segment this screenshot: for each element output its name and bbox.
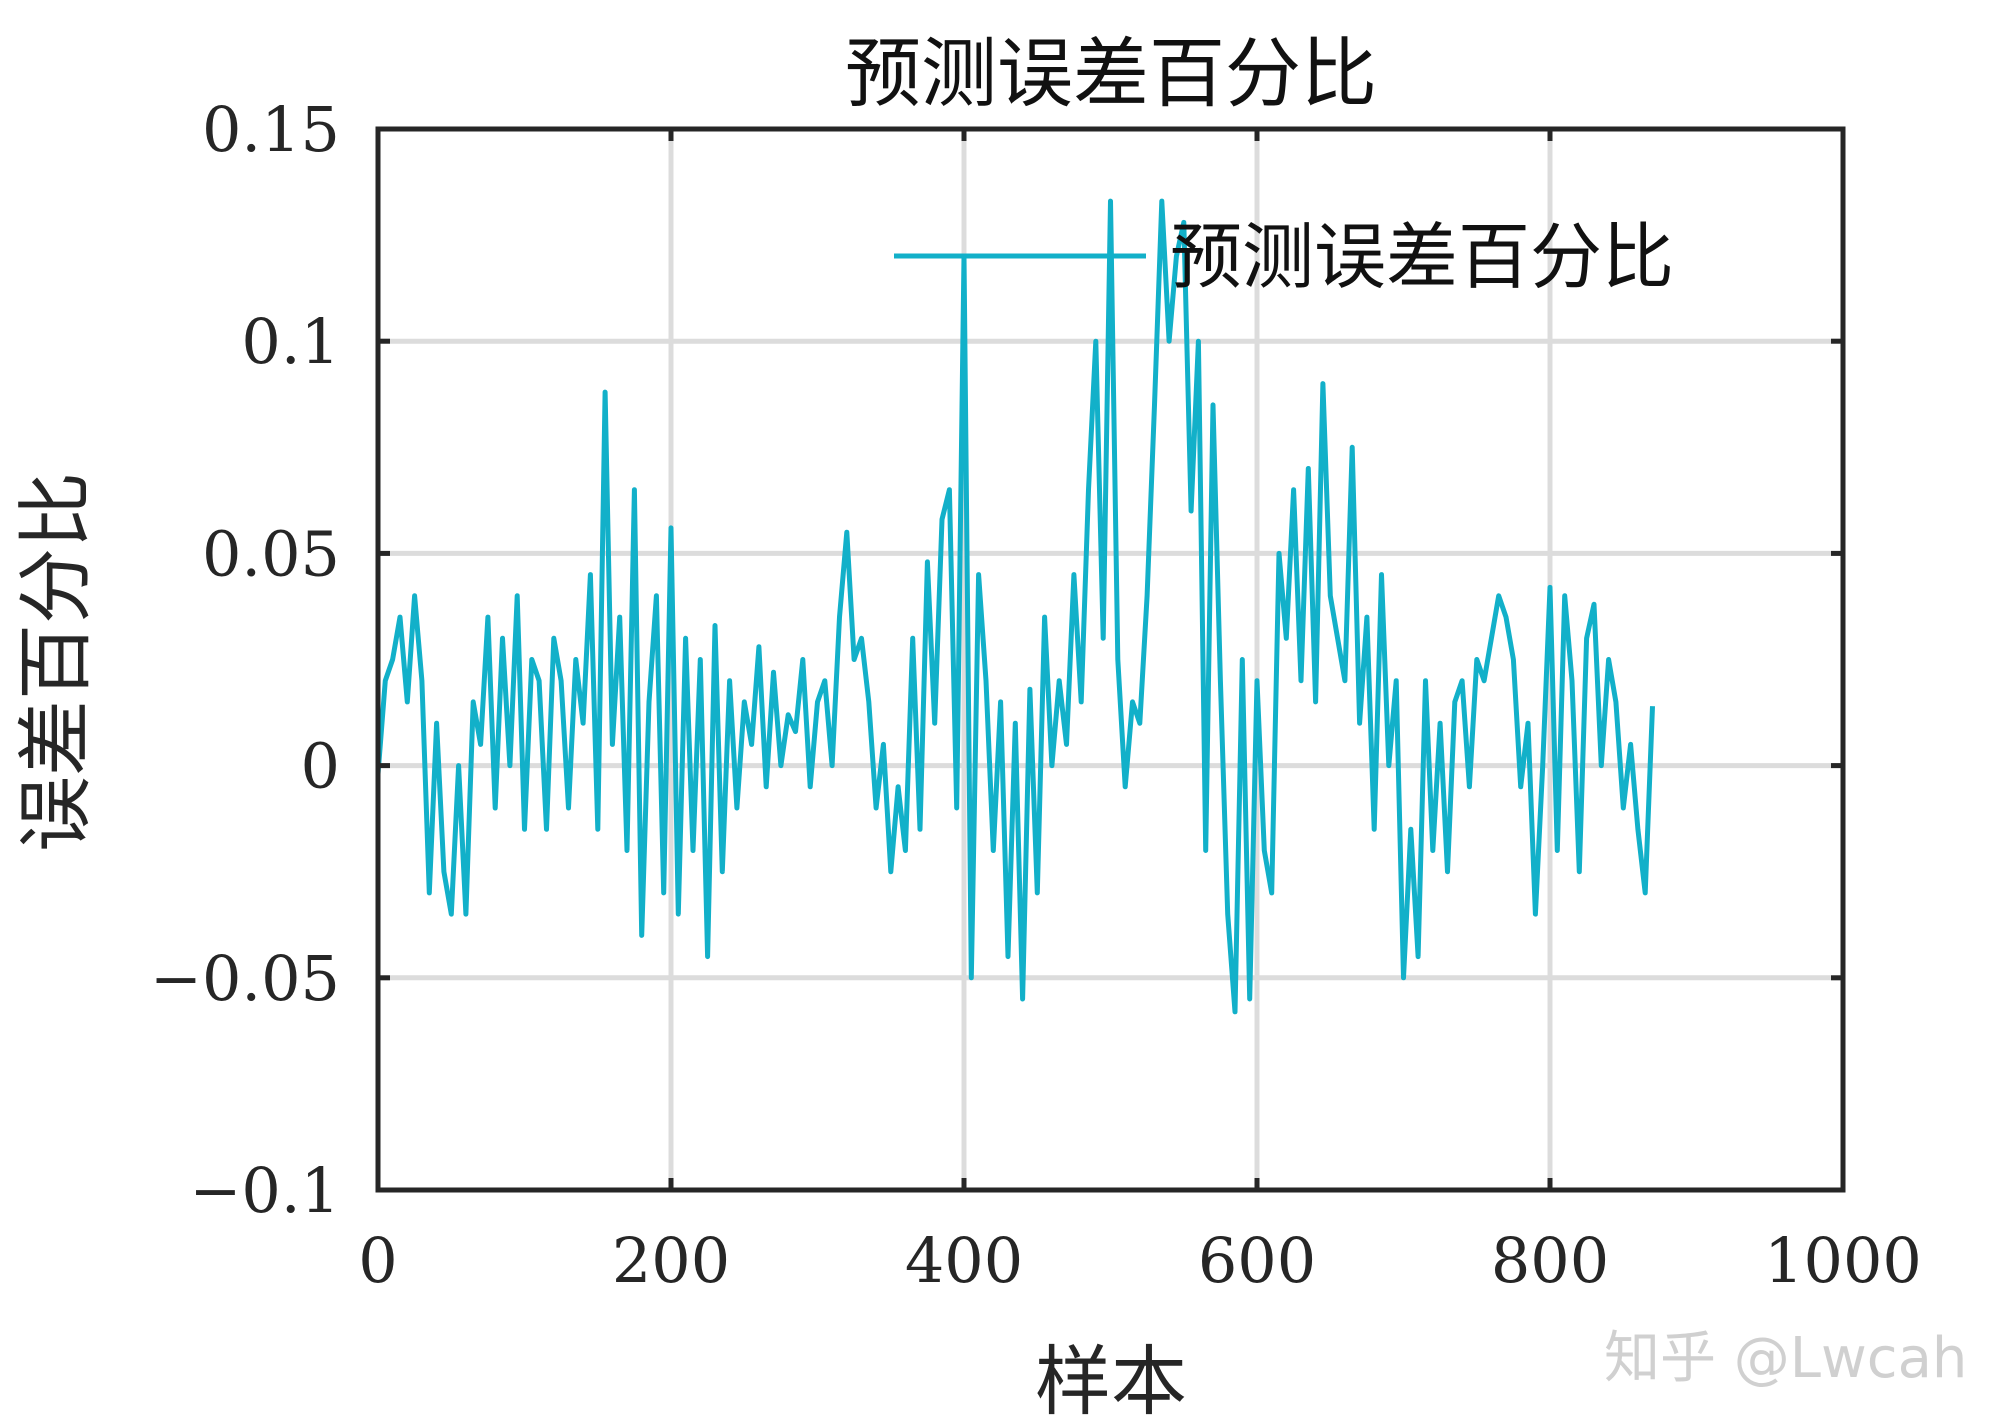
x-tick-label: 400 xyxy=(905,1224,1023,1297)
y-tick-label: −0.1 xyxy=(189,1154,340,1227)
tick-labels: 0 200 400 600 800 1000 −0.1 −0.05 0 0.05 0.1 0.15 xyxy=(150,93,1922,1297)
x-axis-label: 样本 xyxy=(1035,1337,1187,1417)
x-tick-label: 600 xyxy=(1198,1224,1316,1297)
y-tick-label: −0.05 xyxy=(150,942,340,1015)
y-tick-label: 0.1 xyxy=(241,305,340,378)
x-tick-label: 0 xyxy=(358,1224,397,1297)
x-tick-label: 800 xyxy=(1491,1224,1609,1297)
legend-label: 预测误差百分比 xyxy=(1170,215,1674,299)
watermark: 知乎 @Lwcah xyxy=(1604,1326,1967,1391)
legend: 预测误差百分比 xyxy=(894,215,1674,299)
x-tick-label: 200 xyxy=(612,1224,730,1297)
y-tick-label: 0.05 xyxy=(202,517,340,590)
y-tick-label: 0 xyxy=(301,730,340,803)
series-line-prediction-error xyxy=(375,198,1655,1015)
y-tick-label: 0.15 xyxy=(202,93,340,166)
chart-title: 预测误差百分比 xyxy=(845,29,1377,118)
axis-ticks xyxy=(375,126,1846,1193)
plot-frame xyxy=(375,126,1846,1193)
x-tick-label: 1000 xyxy=(1764,1224,1922,1297)
y-axis-label: 误差百分比 xyxy=(11,472,100,852)
